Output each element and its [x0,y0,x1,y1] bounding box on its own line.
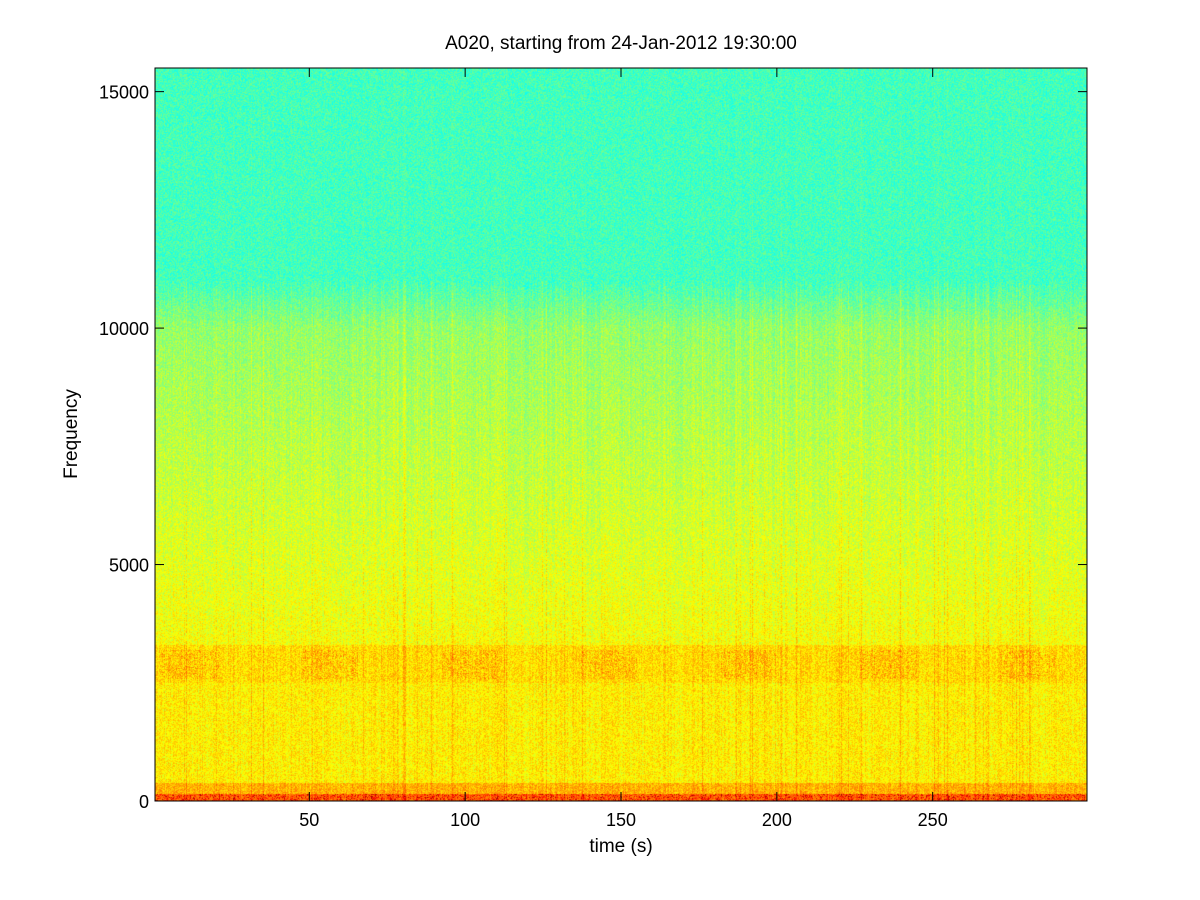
x-tick-label: 250 [918,810,948,830]
spectrogram-image [155,68,1087,801]
y-tick-label: 0 [139,792,149,812]
x-tick-label: 50 [299,810,319,830]
y-tick-label: 5000 [109,556,149,576]
x-axis-label: time (s) [589,836,653,857]
y-tick-label: 15000 [99,83,149,103]
x-tick-label: 200 [762,810,792,830]
ticks-layer: 50 100 150 200 250 0 5000 10000 15000 [99,68,1087,830]
y-tick-label: 10000 [99,319,149,339]
x-tick-label: 100 [450,810,480,830]
x-tick-label: 150 [606,810,636,830]
chart-title: A020, starting from 24-Jan-2012 19:30:00 [445,33,797,54]
y-axis-label: Frequency [61,389,82,479]
